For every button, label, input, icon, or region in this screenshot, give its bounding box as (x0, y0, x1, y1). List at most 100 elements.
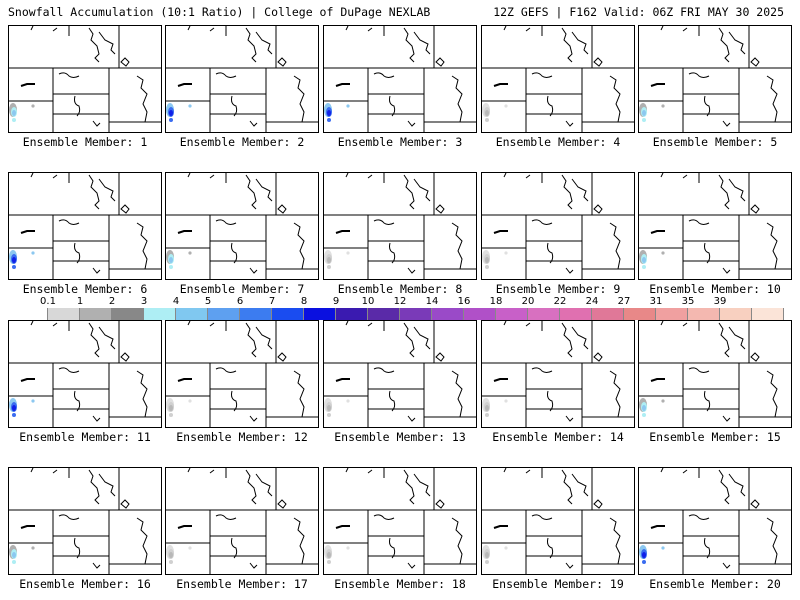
colorbar-swatch (16, 308, 48, 320)
colorbar-tick-label: 5 (204, 296, 212, 307)
colorbar-tick-label: 12 (393, 296, 407, 307)
snowfall-shading (482, 545, 508, 564)
colorbar-swatch (432, 308, 464, 320)
colorbar-tick-label: 24 (585, 296, 599, 307)
colorbar-swatch (688, 308, 720, 320)
snowfall-shading (639, 103, 665, 122)
colorbar-tick-label: 22 (553, 296, 567, 307)
snowfall-shading (324, 398, 350, 417)
colorbar-tick-label: 6 (236, 296, 244, 307)
state-outline-map (324, 321, 476, 427)
ensemble-member-label: Ensemble Member: 9 (495, 282, 621, 296)
ensemble-member-map (323, 25, 477, 133)
ensemble-member-label: Ensemble Member: 6 (22, 282, 148, 296)
snowfall-shading (166, 545, 192, 564)
ensemble-member-map (481, 172, 635, 280)
ensemble-member-label: Ensemble Member: 16 (19, 577, 151, 591)
state-outline-map (482, 321, 634, 427)
ensemble-member-map (638, 172, 792, 280)
ensemble-member-map (638, 467, 792, 575)
colorbar-swatch (560, 308, 592, 320)
colorbar-tick-label: 2 (108, 296, 116, 307)
colorbar-swatch (752, 308, 784, 320)
ensemble-member-label: Ensemble Member: 18 (334, 577, 466, 591)
state-outline-map (324, 26, 476, 132)
colorbar-swatch (400, 308, 432, 320)
snowfall-shading (324, 250, 350, 269)
state-outline-map (639, 321, 791, 427)
colorbar-tick-label: 3 (140, 296, 148, 307)
state-outline-map (639, 468, 791, 574)
ensemble-member-map (638, 25, 792, 133)
colorbar-swatch (208, 308, 240, 320)
ensemble-member-label: Ensemble Member: 4 (495, 135, 621, 149)
colorbar-swatch (176, 308, 208, 320)
colorbar-tick-label: 39 (713, 296, 727, 307)
state-outline-map (9, 173, 161, 279)
snowfall-shading (639, 398, 665, 417)
snowfall-colorbar (16, 308, 784, 320)
ensemble-member-label: Ensemble Member: 5 (652, 135, 778, 149)
snowfall-shading (482, 103, 508, 122)
ensemble-member-label: Ensemble Member: 19 (492, 577, 624, 591)
colorbar-tick-label: 14 (425, 296, 439, 307)
snowfall-shading (166, 398, 192, 417)
colorbar-swatch (592, 308, 624, 320)
state-outline-map (482, 468, 634, 574)
snowfall-shading (324, 103, 350, 122)
ensemble-member-label: Ensemble Member: 15 (649, 430, 781, 444)
ensemble-member-map (8, 25, 162, 133)
colorbar-swatch (624, 308, 656, 320)
ensemble-member-map (323, 320, 477, 428)
state-outline-map (166, 321, 318, 427)
state-outline-map (482, 26, 634, 132)
colorbar-tick-label: 4 (172, 296, 180, 307)
colorbar-swatch (496, 308, 528, 320)
ensemble-member-map (481, 25, 635, 133)
colorbar-swatch (112, 308, 144, 320)
ensemble-member-map (638, 320, 792, 428)
state-outline-map (9, 26, 161, 132)
valid-time-label: 12Z GEFS | F162 Valid: 06Z FRI MAY 30 20… (493, 5, 784, 19)
state-outline-map (639, 26, 791, 132)
colorbar-tick-label: 35 (681, 296, 695, 307)
snowfall-shading (639, 250, 665, 269)
ensemble-member-map (323, 467, 477, 575)
colorbar-tick-label: 9 (332, 296, 340, 307)
colorbar-swatch (336, 308, 368, 320)
colorbar-swatch (272, 308, 304, 320)
ensemble-member-map (323, 172, 477, 280)
state-outline-map (324, 173, 476, 279)
colorbar-swatch (656, 308, 688, 320)
snowfall-shading (166, 250, 192, 269)
ensemble-member-label: Ensemble Member: 7 (179, 282, 305, 296)
snowfall-shading (639, 545, 665, 564)
snowfall-shading (9, 250, 35, 269)
colorbar-tick-label: 7 (268, 296, 276, 307)
colorbar-tick-label: 10 (361, 296, 375, 307)
state-outline-map (9, 468, 161, 574)
colorbar-swatch (240, 308, 272, 320)
ensemble-member-label: Ensemble Member: 3 (337, 135, 463, 149)
colorbar-swatch (80, 308, 112, 320)
state-outline-map (9, 321, 161, 427)
colorbar-tick-label: 18 (489, 296, 503, 307)
colorbar-swatch (48, 308, 80, 320)
ensemble-member-map (165, 25, 319, 133)
snowfall-shading (9, 545, 35, 564)
colorbar-tick-label: 8 (300, 296, 308, 307)
colorbar-swatch (368, 308, 400, 320)
state-outline-map (166, 26, 318, 132)
colorbar-tick-label: 20 (521, 296, 535, 307)
colorbar-swatch (464, 308, 496, 320)
state-outline-map (166, 173, 318, 279)
state-outline-map (482, 173, 634, 279)
ensemble-member-map (8, 467, 162, 575)
ensemble-member-label: Ensemble Member: 2 (179, 135, 305, 149)
snowfall-shading (482, 250, 508, 269)
ensemble-member-map (481, 320, 635, 428)
ensemble-member-label: Ensemble Member: 8 (337, 282, 463, 296)
ensemble-member-label: Ensemble Member: 13 (334, 430, 466, 444)
ensemble-member-map (8, 172, 162, 280)
ensemble-member-map (165, 172, 319, 280)
